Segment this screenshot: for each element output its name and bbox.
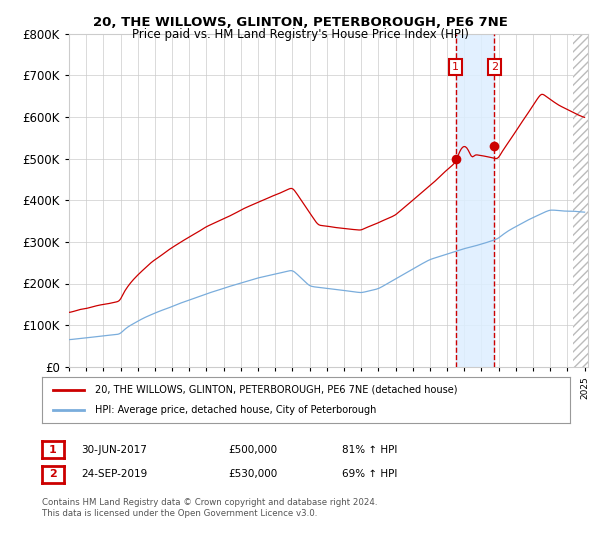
Text: 69% ↑ HPI: 69% ↑ HPI bbox=[342, 469, 397, 479]
Text: 20, THE WILLOWS, GLINTON, PETERBOROUGH, PE6 7NE: 20, THE WILLOWS, GLINTON, PETERBOROUGH, … bbox=[92, 16, 508, 29]
Text: Contains HM Land Registry data © Crown copyright and database right 2024.
This d: Contains HM Land Registry data © Crown c… bbox=[42, 498, 377, 518]
Text: HPI: Average price, detached house, City of Peterborough: HPI: Average price, detached house, City… bbox=[95, 405, 376, 415]
Text: 30-JUN-2017: 30-JUN-2017 bbox=[81, 445, 147, 455]
Text: £530,000: £530,000 bbox=[228, 469, 277, 479]
Text: 2: 2 bbox=[49, 469, 56, 479]
Text: 24-SEP-2019: 24-SEP-2019 bbox=[81, 469, 147, 479]
Text: 1: 1 bbox=[49, 445, 56, 455]
Text: £500,000: £500,000 bbox=[228, 445, 277, 455]
Text: 81% ↑ HPI: 81% ↑ HPI bbox=[342, 445, 397, 455]
Text: 20, THE WILLOWS, GLINTON, PETERBOROUGH, PE6 7NE (detached house): 20, THE WILLOWS, GLINTON, PETERBOROUGH, … bbox=[95, 385, 457, 395]
Bar bbox=[572, 34, 593, 367]
Text: Price paid vs. HM Land Registry's House Price Index (HPI): Price paid vs. HM Land Registry's House … bbox=[131, 28, 469, 41]
Bar bbox=[455, 34, 494, 367]
Text: 1: 1 bbox=[452, 62, 459, 72]
Text: 2: 2 bbox=[491, 62, 498, 72]
